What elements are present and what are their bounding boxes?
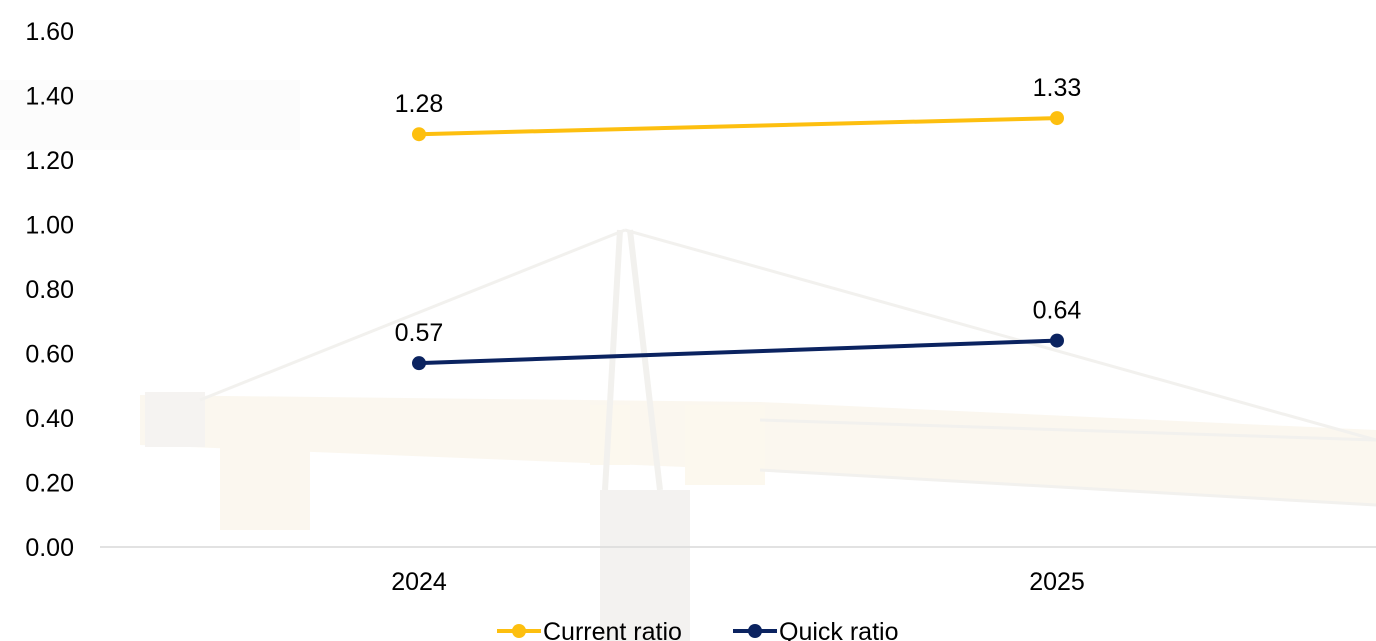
axes: 0.00 0.20 0.40 0.60 0.80 1.00 1.20 1.40 1.60 2024… [25,18,1376,596]
y-tick-label: 0.40 [25,405,74,433]
x-tick-label: 2025 [1029,568,1085,596]
y-tick-label: 1.60 [25,18,74,46]
y-tick-label: 1.40 [25,83,74,111]
data-point [1050,111,1064,126]
y-tick-label: 0.80 [25,276,74,304]
series-line [418,338,1058,366]
series-group [412,111,1064,371]
legend: Current ratio Quick ratio [497,618,898,641]
y-tick-label: 1.20 [25,147,74,175]
data-label: 1.28 [395,90,444,118]
legend-swatch-marker [748,624,762,638]
data-labels: 1.28 1.33 0.57 0.64 [395,74,1082,347]
data-label: 0.57 [395,319,444,347]
data-point [412,127,426,142]
x-tick-label: 2024 [391,568,447,596]
data-point [412,356,426,371]
y-tick-label: 0.20 [25,470,74,498]
data-point [1050,333,1064,348]
y-tick-label: 0.00 [25,534,74,562]
y-tick-label: 0.60 [25,341,74,369]
legend-label: Current ratio [543,618,682,641]
tower-crane-background-image [0,80,1376,641]
legend-swatch-marker [512,624,526,638]
data-label: 0.64 [1033,297,1082,325]
series-line [418,116,1058,137]
data-label: 1.33 [1033,74,1082,102]
legend-label: Quick ratio [779,618,898,641]
y-tick-label: 1.00 [25,212,74,240]
